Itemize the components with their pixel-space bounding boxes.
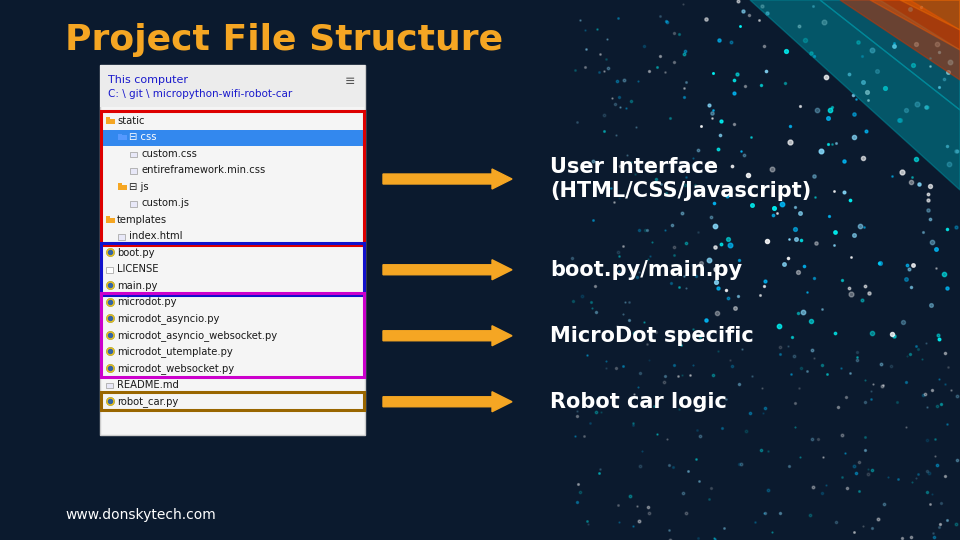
FancyBboxPatch shape [106, 117, 109, 119]
Text: main.py: main.py [117, 281, 157, 291]
Text: microdot_websocket.py: microdot_websocket.py [117, 363, 234, 374]
FancyBboxPatch shape [130, 201, 136, 206]
FancyArrow shape [383, 326, 512, 346]
FancyArrow shape [383, 169, 512, 189]
FancyBboxPatch shape [101, 130, 364, 146]
Text: microdot_asyncio.py: microdot_asyncio.py [117, 313, 220, 324]
FancyBboxPatch shape [106, 217, 109, 218]
Text: User Interface
(HTML/CSS/Javascript): User Interface (HTML/CSS/Javascript) [550, 157, 811, 201]
Polygon shape [900, 0, 960, 30]
Text: LICENSE: LICENSE [117, 264, 158, 274]
Text: This computer: This computer [108, 75, 188, 85]
Text: C: \ git \ micropython-wifi-robot-car: C: \ git \ micropython-wifi-robot-car [108, 89, 292, 99]
FancyBboxPatch shape [130, 152, 136, 157]
Text: ≡: ≡ [345, 75, 355, 88]
Text: templates: templates [117, 215, 167, 225]
Text: MicroDot specific: MicroDot specific [550, 326, 754, 346]
Text: custom.css: custom.css [141, 148, 197, 159]
Text: Robot car logic: Robot car logic [550, 392, 727, 411]
FancyBboxPatch shape [106, 382, 112, 388]
Text: boot.py: boot.py [117, 248, 155, 258]
Text: www.donskytech.com: www.donskytech.com [65, 508, 216, 522]
FancyArrow shape [383, 260, 512, 280]
Text: boot.py/main.py: boot.py/main.py [550, 260, 742, 280]
Polygon shape [820, 0, 960, 110]
FancyBboxPatch shape [118, 184, 122, 185]
Text: custom.js: custom.js [141, 198, 189, 208]
FancyBboxPatch shape [106, 119, 115, 124]
Polygon shape [750, 0, 960, 190]
FancyBboxPatch shape [106, 267, 112, 273]
Text: ⊟ js: ⊟ js [129, 182, 149, 192]
Polygon shape [870, 0, 960, 50]
Text: index.html: index.html [129, 231, 182, 241]
Text: entireframework.min.css: entireframework.min.css [141, 165, 265, 176]
FancyBboxPatch shape [118, 234, 125, 240]
FancyBboxPatch shape [100, 65, 365, 435]
FancyBboxPatch shape [100, 65, 365, 107]
FancyBboxPatch shape [130, 168, 136, 173]
FancyBboxPatch shape [118, 136, 127, 140]
FancyBboxPatch shape [118, 185, 127, 190]
Text: microdot_asyncio_websocket.py: microdot_asyncio_websocket.py [117, 330, 277, 341]
Text: ⊟ css: ⊟ css [129, 132, 156, 142]
Text: README.md: README.md [117, 380, 179, 390]
Text: microdot.py: microdot.py [117, 297, 177, 307]
Text: robot_car.py: robot_car.py [117, 396, 179, 407]
Text: Project File Structure: Project File Structure [65, 23, 503, 57]
FancyBboxPatch shape [106, 218, 115, 222]
Text: microdot_utemplate.py: microdot_utemplate.py [117, 346, 232, 357]
FancyArrow shape [383, 392, 512, 411]
Polygon shape [840, 0, 960, 80]
Text: static: static [117, 116, 145, 126]
FancyBboxPatch shape [118, 134, 122, 136]
